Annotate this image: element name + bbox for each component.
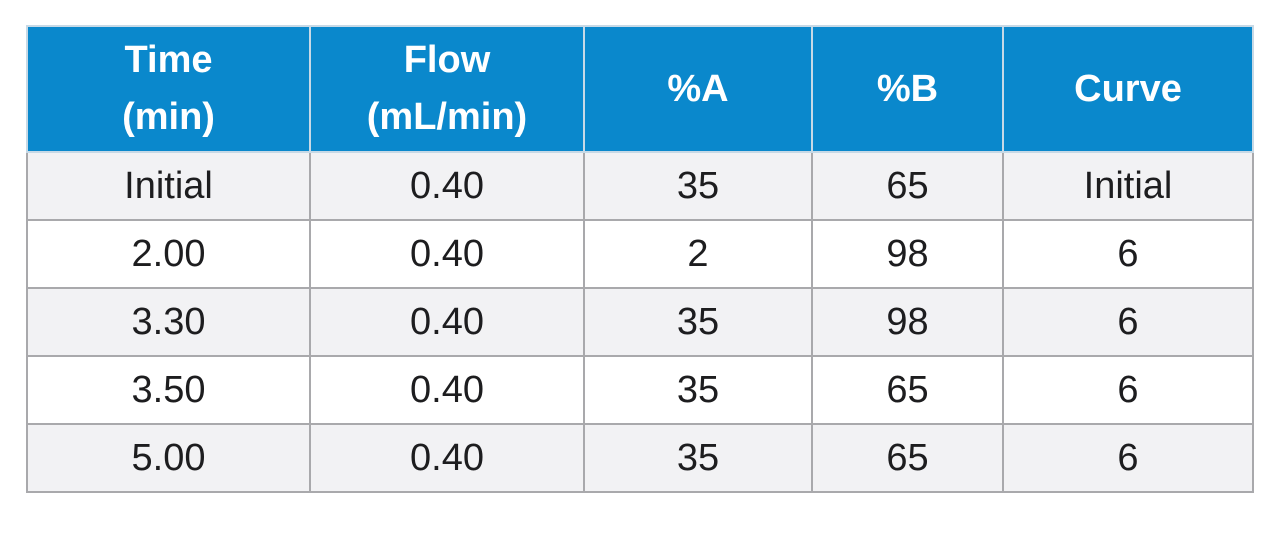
cell-percent-b: 65: [811, 151, 1004, 221]
header-flow-line-2: (mL/min): [366, 96, 528, 138]
cell-curve: Initial: [1002, 151, 1254, 221]
cell-flow: 0.40: [309, 287, 585, 357]
cell-percent-a: 35: [583, 355, 813, 425]
table-row: 5.00 0.40 35 65 6: [26, 423, 1254, 493]
cell-time: 2.00: [26, 219, 311, 289]
cell-flow: 0.40: [309, 151, 585, 221]
cell-percent-b: 98: [811, 219, 1004, 289]
cell-time: 3.30: [26, 287, 311, 357]
header-curve-label: Curve: [1074, 67, 1182, 110]
gradient-table: Time (min) Flow (mL/min) %A %B Curve Ini…: [26, 25, 1254, 493]
table-header: Time (min) Flow (mL/min) %A %B Curve: [26, 25, 1254, 153]
cell-percent-b: 65: [811, 355, 1004, 425]
cell-percent-a: 35: [583, 151, 813, 221]
header-flow: Flow (mL/min): [309, 25, 585, 153]
cell-flow: 0.40: [309, 355, 585, 425]
header-percent-b: %B: [811, 25, 1004, 153]
cell-curve: 6: [1002, 355, 1254, 425]
cell-flow: 0.40: [309, 219, 585, 289]
cell-time: 5.00: [26, 423, 311, 493]
header-flow-line-1: Flow: [403, 39, 491, 81]
header-percent-b-label: %B: [876, 67, 939, 110]
cell-percent-b: 65: [811, 423, 1004, 493]
cell-time: 3.50: [26, 355, 311, 425]
header-percent-a: %A: [583, 25, 813, 153]
header-row: Time (min) Flow (mL/min) %A %B Curve: [26, 25, 1254, 153]
cell-flow: 0.40: [309, 423, 585, 493]
cell-percent-a: 35: [583, 423, 813, 493]
cell-percent-a: 35: [583, 287, 813, 357]
cell-time: Initial: [26, 151, 311, 221]
cell-curve: 6: [1002, 423, 1254, 493]
cell-curve: 6: [1002, 287, 1254, 357]
cell-percent-b: 98: [811, 287, 1004, 357]
header-time-line-2: (min): [122, 96, 215, 138]
table-body: Initial 0.40 35 65 Initial 2.00 0.40 2 9…: [26, 151, 1254, 493]
table-row: 2.00 0.40 2 98 6: [26, 219, 1254, 289]
table-row: 3.30 0.40 35 98 6: [26, 287, 1254, 357]
header-curve: Curve: [1002, 25, 1254, 153]
header-time: Time (min): [26, 25, 311, 153]
table-row: 3.50 0.40 35 65 6: [26, 355, 1254, 425]
header-time-line-1: Time: [124, 39, 213, 81]
table-row: Initial 0.40 35 65 Initial: [26, 151, 1254, 221]
cell-curve: 6: [1002, 219, 1254, 289]
header-percent-a-label: %A: [667, 67, 729, 110]
cell-percent-a: 2: [583, 219, 813, 289]
